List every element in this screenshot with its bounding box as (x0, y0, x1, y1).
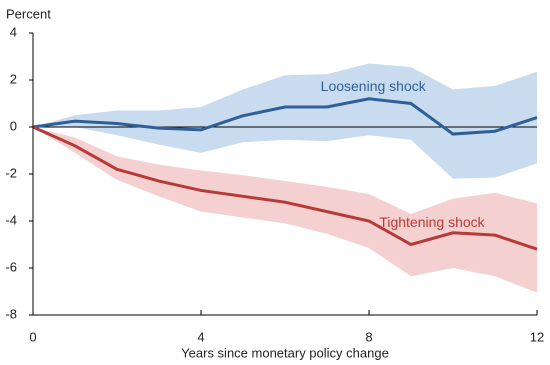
series-annotation: Loosening shock (321, 78, 427, 94)
x-tick-label: 0 (29, 329, 36, 344)
series-line (32, 125, 538, 251)
y-tick-label: 0 (10, 118, 17, 133)
y-tick-label: 4 (10, 24, 17, 39)
y-axis-label: Percent (6, 6, 51, 21)
confidence-band (33, 127, 537, 293)
y-tick-label: 2 (10, 71, 17, 86)
x-tick-label: 8 (365, 329, 372, 344)
y-tick-label: -6 (5, 259, 17, 274)
confidence-band (33, 63, 537, 179)
y-tick-label: -2 (5, 165, 17, 180)
x-tick-label: 12 (530, 329, 544, 344)
series-line (32, 97, 538, 136)
series-annotation: Tightening shock (379, 214, 485, 230)
x-tick-label: 4 (197, 329, 204, 344)
y-tick-label: -4 (5, 212, 17, 227)
x-axis-label: Years since monetary policy change (181, 345, 389, 360)
y-tick-label: -8 (5, 306, 17, 321)
